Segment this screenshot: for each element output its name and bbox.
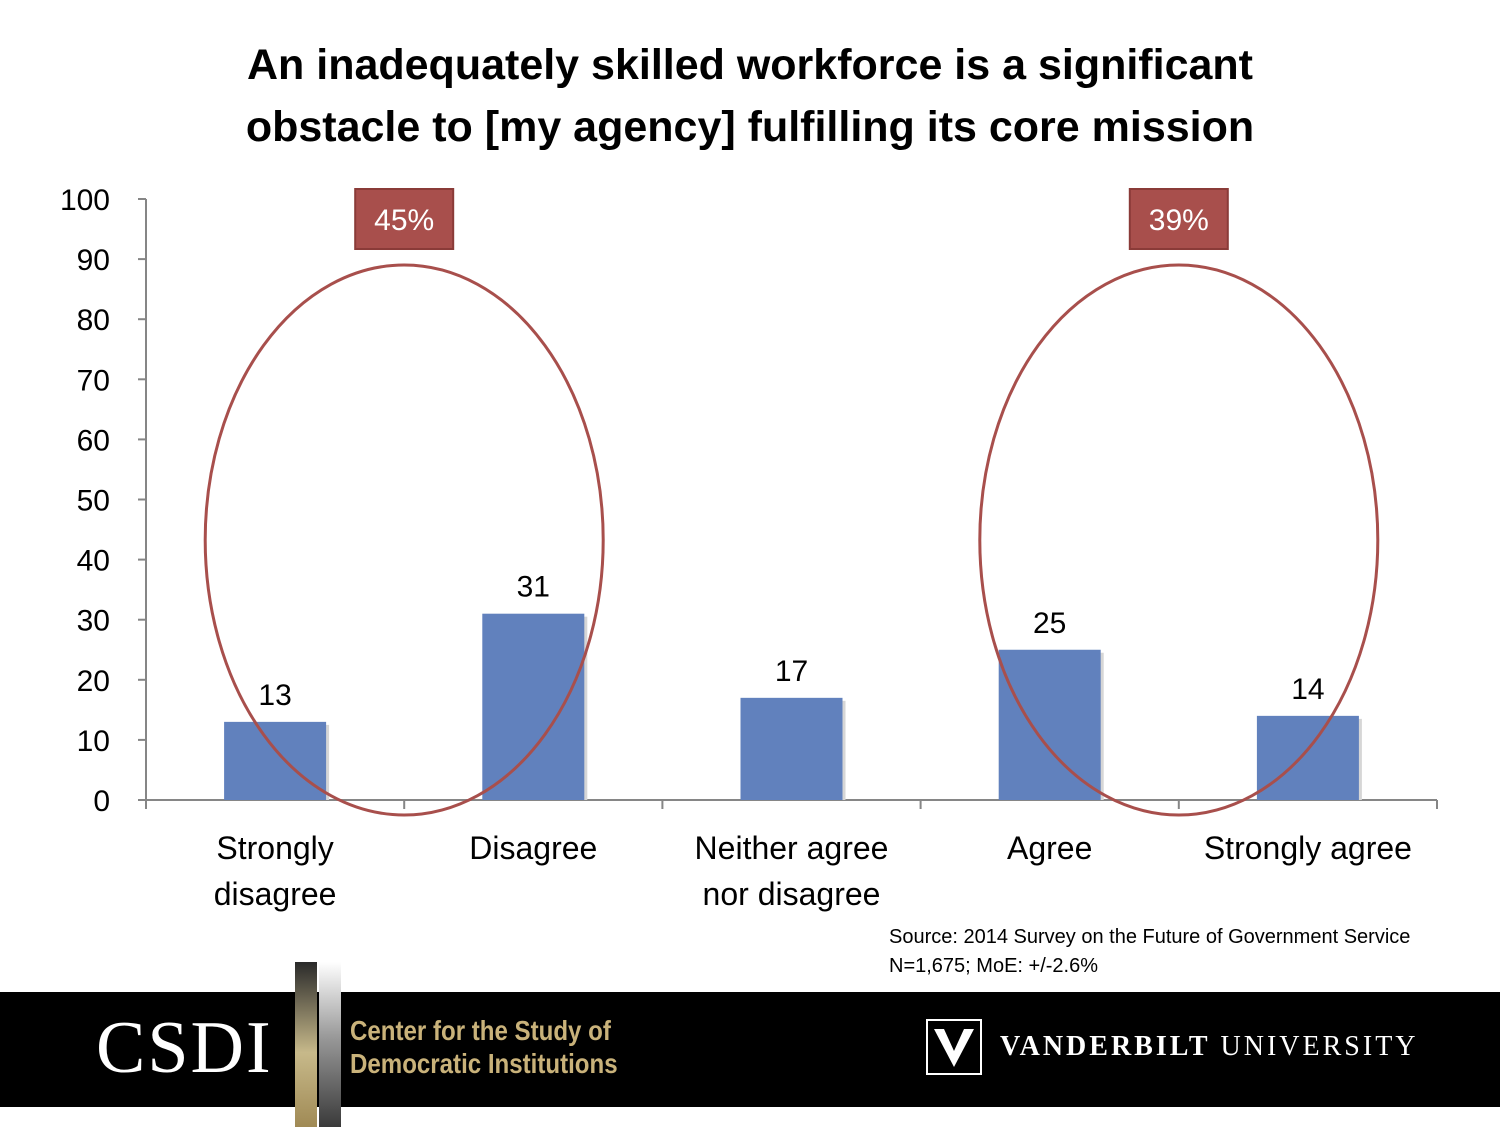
y-tick-label: 30 (77, 605, 110, 638)
category-label-line: Strongly agree (1204, 830, 1412, 866)
category-label: Neither agree nor disagree (695, 830, 889, 912)
data-label: 31 (517, 571, 550, 604)
source-line-1: Source: 2014 Survey on the Future of Gov… (889, 926, 1411, 948)
csdi-logo-text: CSDI (96, 1007, 273, 1089)
csdi-logo-gold-bar (295, 962, 317, 1127)
y-tick-label: 70 (77, 364, 110, 397)
category-label: Agree (1007, 830, 1092, 866)
y-tick-label: 50 (77, 485, 110, 518)
annotation-box (354, 188, 455, 250)
center-name-line-1: Center for the Study of (350, 1015, 611, 1046)
vanderbilt-shield-icon (926, 1019, 982, 1075)
bar (740, 697, 843, 800)
chart-title-line-2: obstacle to [my agency] fulfilling its c… (245, 103, 1255, 151)
bar (482, 613, 585, 800)
category-label: Disagree (469, 830, 597, 866)
annotation-ellipse (203, 263, 605, 817)
y-tick-label: 0 (93, 785, 110, 818)
category-label-line: Strongly (216, 830, 333, 866)
category-label-line: Agree (1007, 830, 1092, 866)
center-name: Center for the Study of Democratic Insti… (350, 1014, 618, 1080)
source-line-2: N=1,675; MoE: +/-2.6% (889, 955, 1099, 977)
annotation-label: 39% (1149, 204, 1209, 237)
footer-banner: CSDI Center for the Study of Democratic … (0, 962, 1500, 1127)
csdi-logo-silver-bar (319, 962, 341, 1127)
chart-title: An inadequately skilled workforce is a s… (0, 34, 1500, 158)
data-label: 17 (775, 655, 808, 688)
bar-chart: 0 10 20 30 40 50 60 70 80 90 100 13 Strongly disagree… (60, 184, 1438, 912)
data-label: 13 (258, 679, 291, 712)
bar (1256, 715, 1359, 800)
data-label: 14 (1291, 673, 1324, 706)
vanderbilt-university: UNIVERSITY (1210, 1031, 1419, 1062)
category-label-line: disagree (214, 876, 337, 912)
category-label: Strongly agree (1204, 830, 1412, 866)
vanderbilt-name: VANDERBILT (1000, 1031, 1211, 1062)
bar (998, 649, 1101, 800)
y-tick-label: 60 (77, 424, 110, 457)
vanderbilt-wordmark: VANDERBILT UNIVERSITY (1000, 1030, 1419, 1064)
center-name-line-2: Democratic Institutions (350, 1048, 618, 1079)
category-label-line: nor disagree (703, 876, 881, 912)
data-label: 25 (1033, 607, 1066, 640)
annotation-box (1128, 188, 1229, 250)
category-label-line: Disagree (469, 830, 597, 866)
y-tick-label: 40 (77, 545, 110, 578)
y-tick-label: 20 (77, 665, 110, 698)
category-label: Strongly disagree (214, 830, 337, 912)
y-tick-label: 90 (77, 244, 110, 277)
y-tick-label: 80 (77, 304, 110, 337)
chart-title-line-1: An inadequately skilled workforce is a s… (246, 41, 1253, 89)
category-label-line: Neither agree (695, 830, 889, 866)
y-tick-label: 10 (77, 725, 110, 758)
source-note: Source: 2014 Survey on the Future of Gov… (889, 923, 1410, 981)
annotation-label: 45% (374, 204, 434, 237)
annotation-ellipse (978, 263, 1380, 817)
y-tick-label: 100 (60, 184, 110, 217)
bar (224, 721, 327, 800)
